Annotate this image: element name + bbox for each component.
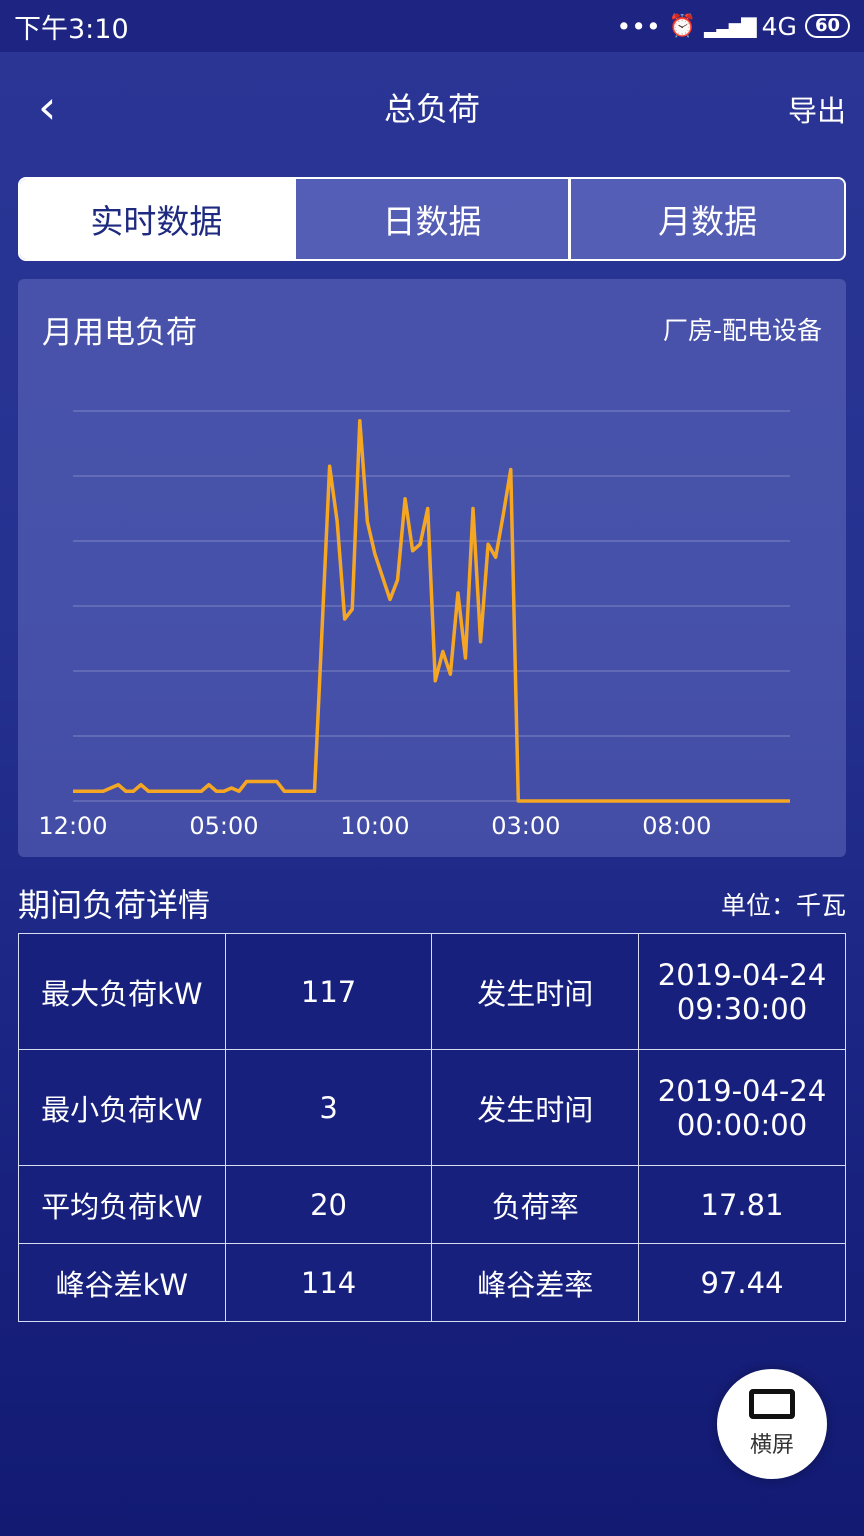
cell-value: 114	[224, 1243, 433, 1322]
details-title: 期间负荷详情	[18, 886, 211, 924]
landscape-phone-icon	[749, 1389, 795, 1419]
alarm-icon: ⏰	[668, 13, 697, 39]
cell-label: 发生时间	[431, 1049, 640, 1166]
cell-label: 最大负荷kW	[18, 933, 226, 1050]
cell-label: 最小负荷kW	[18, 1049, 226, 1166]
cell-value: 117	[224, 933, 433, 1050]
cell-value: 97.44	[638, 1243, 846, 1322]
table-row: 峰谷差kW 114 峰谷差率 97.44	[18, 1243, 846, 1322]
table-row: 最小负荷kW 3 发生时间 2019-04-24 00:00:00	[18, 1049, 846, 1166]
x-tick-label: 08:00	[642, 812, 711, 840]
cell-label: 平均负荷kW	[18, 1165, 226, 1244]
chart-title: 月用电负荷	[42, 315, 197, 351]
network-type: 4G	[761, 11, 797, 41]
x-tick-label: 03:00	[491, 812, 560, 840]
status-time: 下午3:10	[14, 13, 129, 45]
landscape-button[interactable]: 横屏	[717, 1369, 827, 1479]
load-chart: 12:00 05:00 10:00 03:00 08:00	[38, 410, 790, 840]
chart-card: 月用电负荷 厂房-配电设备 12:00 05:00 10:00 03:00 08:00	[18, 279, 846, 857]
cell-value: 3	[224, 1049, 433, 1166]
back-icon[interactable]: ‹	[38, 80, 57, 134]
cell-label: 峰谷差kW	[18, 1243, 226, 1322]
x-tick-label: 05:00	[189, 812, 258, 840]
tab-monthly[interactable]: 月数据	[568, 179, 844, 259]
table-row: 最大负荷kW 117 发生时间 2019-04-24 09:30:00	[18, 933, 846, 1050]
table-row: 平均负荷kW 20 负荷率 17.81	[18, 1165, 846, 1244]
cell-value: 2019-04-24 00:00:00	[638, 1049, 846, 1166]
chart-device[interactable]: 厂房-配电设备	[662, 316, 822, 345]
details-unit: 单位：千瓦	[720, 891, 846, 920]
cell-value: 17.81	[638, 1165, 846, 1244]
battery-icon: 60	[804, 14, 850, 38]
tab-realtime[interactable]: 实时数据	[20, 179, 293, 259]
tab-bar: 实时数据 日数据 月数据	[18, 177, 846, 261]
more-dots-icon: •••	[616, 11, 661, 41]
cell-label: 负荷率	[431, 1165, 640, 1244]
x-tick-label: 12:00	[38, 812, 107, 840]
details-table: 最大负荷kW 117 发生时间 2019-04-24 09:30:00 最小负荷…	[18, 933, 846, 1322]
nav-bar: ‹ 总负荷 导出	[0, 60, 864, 150]
cell-value: 20	[224, 1165, 433, 1244]
load-series-line	[73, 419, 790, 803]
signal-icon: ▂▃▅▇	[704, 14, 757, 38]
page-title: 总负荷	[383, 90, 480, 128]
landscape-label: 横屏	[749, 1433, 794, 1458]
cell-value: 2019-04-24 09:30:00	[638, 933, 846, 1050]
tab-daily[interactable]: 日数据	[292, 179, 569, 259]
export-button[interactable]: 导出	[787, 94, 846, 128]
cell-label: 峰谷差率	[431, 1243, 640, 1322]
x-tick-label: 10:00	[340, 812, 409, 840]
status-bar: 下午3:10 ••• ⏰ ▂▃▅▇ 4G 60	[0, 0, 864, 52]
cell-label: 发生时间	[431, 933, 640, 1050]
